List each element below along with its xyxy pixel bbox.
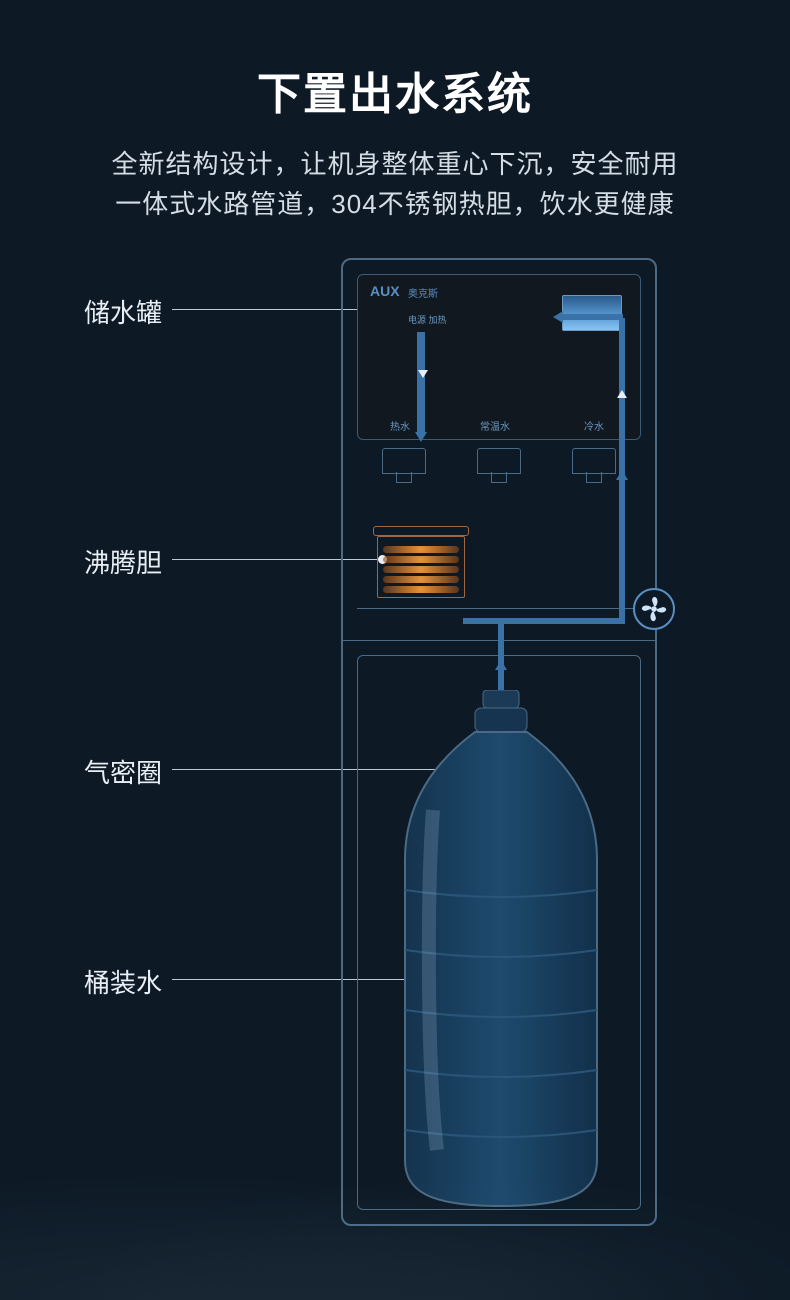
flow-pipe — [463, 618, 623, 624]
label-bottle: 桶装水 — [84, 963, 162, 1000]
subtitle-line-1: 全新结构设计，让机身整体重心下沉，安全耐用 — [0, 144, 790, 184]
panel-normal-label: 常温水 — [480, 418, 510, 433]
water-bottle — [387, 690, 615, 1210]
heating-coil — [383, 586, 459, 593]
water-splash-bg — [0, 1150, 790, 1300]
indicator-text: 电源 加热 — [408, 313, 447, 326]
page-title: 下置出水系统 — [0, 58, 790, 122]
flow-pipe — [561, 314, 623, 320]
panel-hot-label: 热水 — [390, 418, 410, 433]
flow-pipe — [417, 332, 425, 436]
reservoir-tank — [562, 295, 622, 331]
heating-coil — [383, 556, 459, 563]
flow-arrow-down-icon — [415, 432, 427, 442]
mid-shelf — [357, 608, 641, 609]
label-seal: 气密圈 — [84, 753, 162, 790]
label-heater: 沸腾胆 — [84, 543, 162, 580]
brand-logo: AUX — [370, 283, 400, 299]
control-panel: AUX 奥克斯 电源 加热 热水 常温水 冷水 — [357, 274, 641, 440]
panel-cold-label: 冷水 — [584, 418, 604, 433]
page-subtitle: 全新结构设计，让机身整体重心下沉，安全耐用 一体式水路管道，304不锈钢热胆，饮… — [0, 144, 790, 225]
flow-marker-icon — [617, 390, 627, 398]
flow-arrow-left-icon — [553, 311, 563, 323]
spout-row — [357, 448, 641, 484]
heating-coil — [383, 566, 459, 573]
subtitle-line-2: 一体式水路管道，304不锈钢热胆，饮水更健康 — [0, 184, 790, 224]
brand-cn: 奥克斯 — [408, 285, 438, 300]
fan-icon — [633, 588, 675, 630]
heating-coil — [383, 576, 459, 583]
heater-lid — [373, 526, 469, 536]
spout-hot — [382, 448, 426, 474]
flow-marker-icon — [418, 370, 428, 378]
spout-cold — [572, 448, 616, 474]
machine-outline: AUX 奥克斯 电源 加热 热水 常温水 冷水 — [341, 258, 657, 1226]
flow-arrow-up-icon — [616, 470, 628, 480]
spout-normal — [477, 448, 521, 474]
heating-coil — [383, 546, 459, 553]
label-reservoir: 储水罐 — [84, 293, 162, 330]
flow-arrow-up-icon — [495, 660, 507, 670]
water-dispenser-diagram: 储水罐 沸腾胆 气密圈 桶装水 AUX 奥克斯 电源 加热 热水 常温水 冷水 — [0, 255, 790, 1300]
